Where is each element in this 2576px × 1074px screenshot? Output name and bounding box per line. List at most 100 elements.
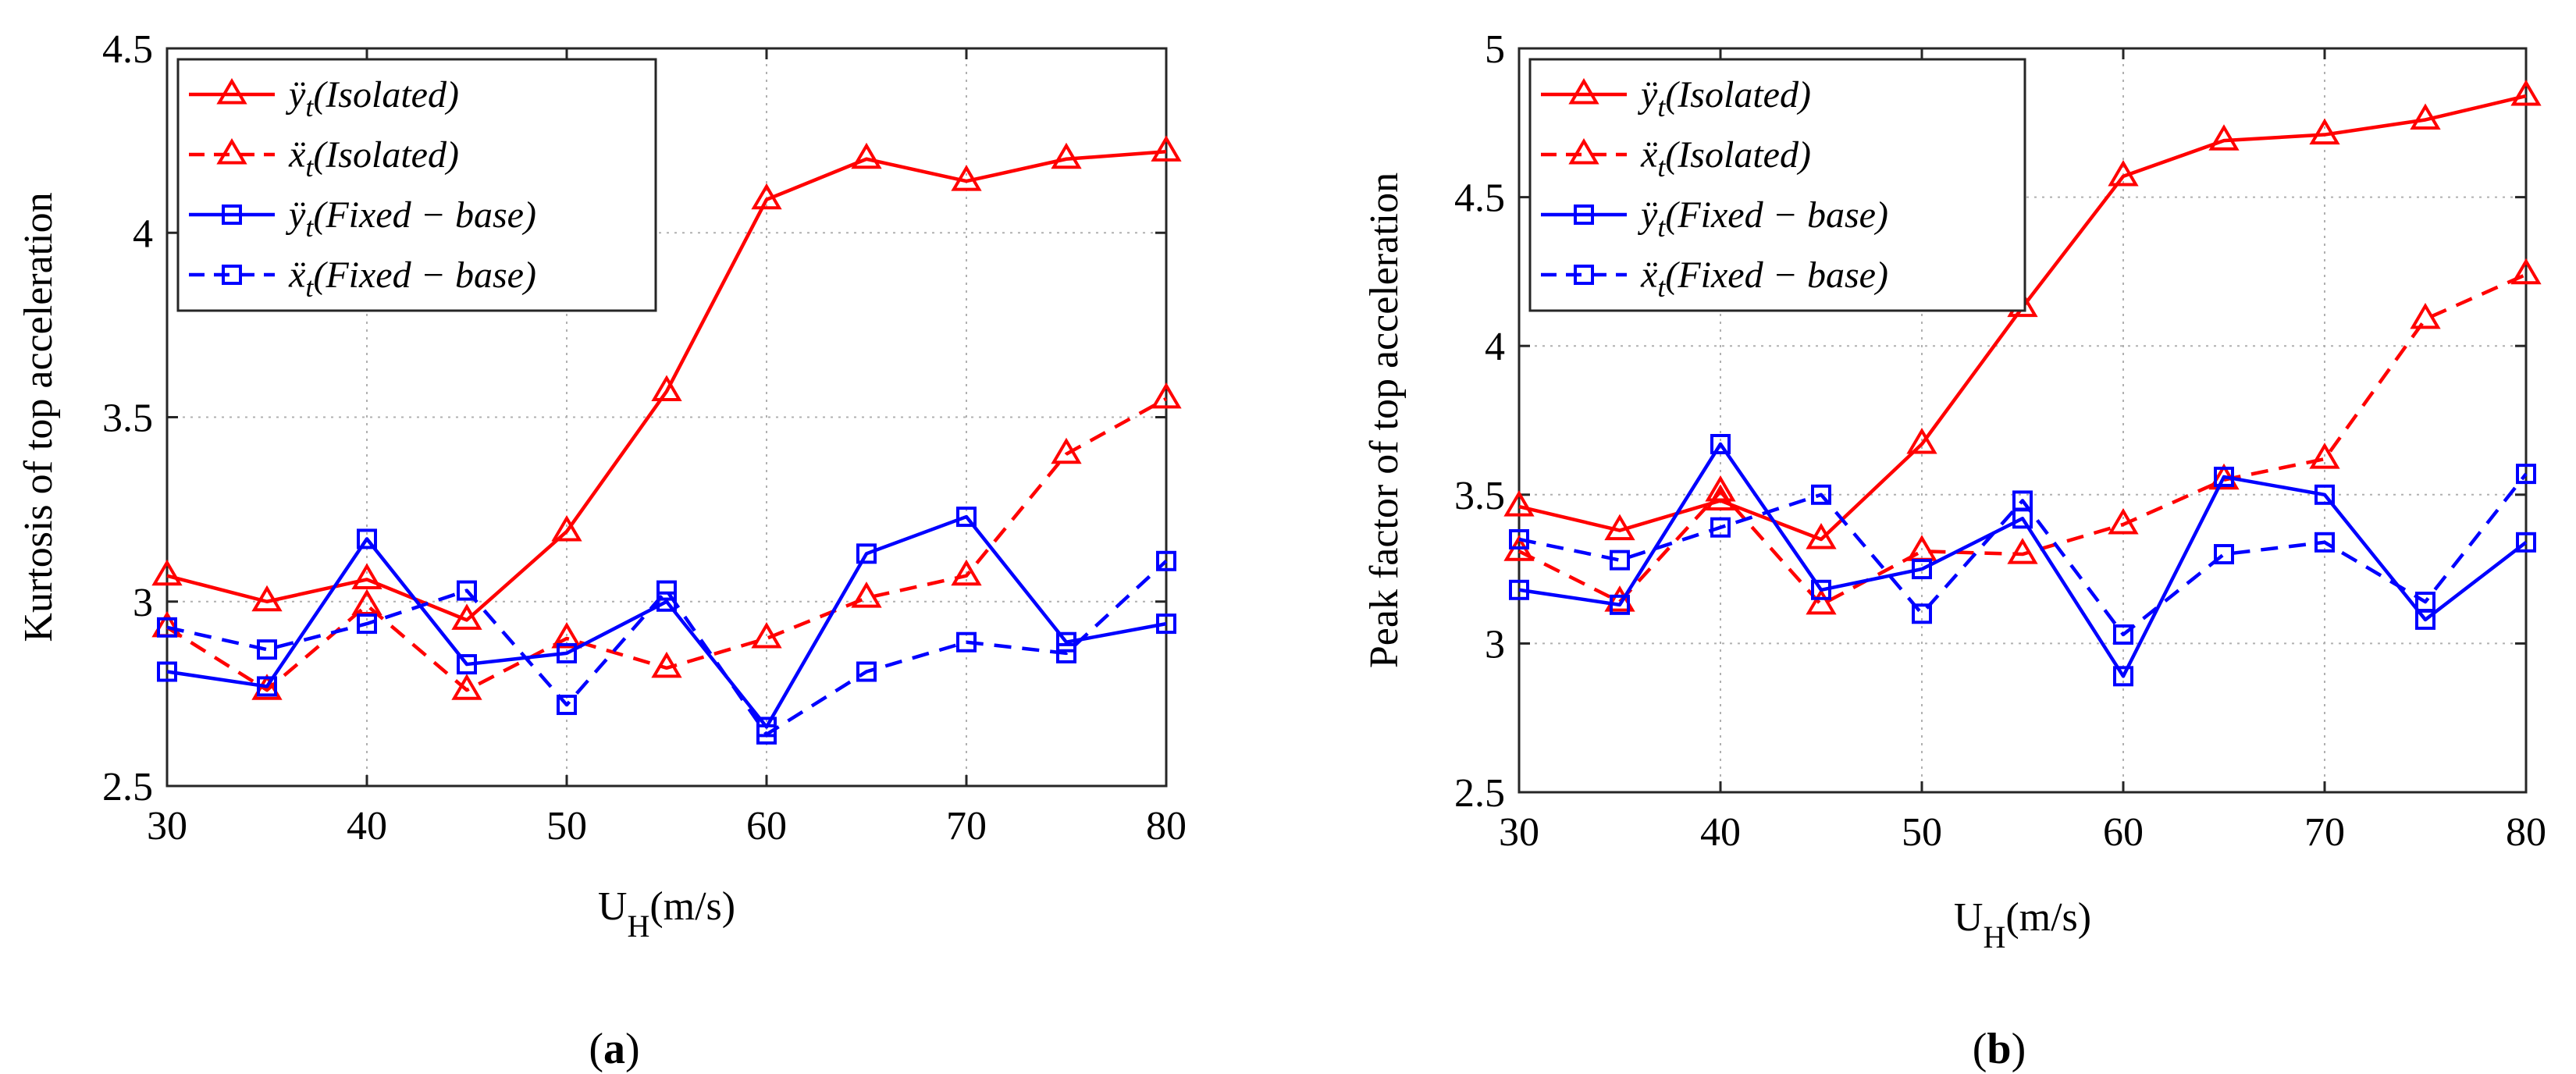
data-point-s3 xyxy=(956,631,977,653)
data-point-s1 xyxy=(651,651,682,678)
legend-label-2: ÿt(Fixed − base) xyxy=(285,194,536,243)
y-tick-label: 2.5 xyxy=(102,765,153,809)
data-point-s0 xyxy=(1806,523,1837,549)
x-tick-label: 50 xyxy=(1902,810,1942,855)
legend: ÿt(Isolated) ẍt(Isolated) ÿt(Fixed − base)… xyxy=(1528,58,2026,312)
data-point-s1 xyxy=(1151,382,1182,409)
data-point-s3 xyxy=(856,661,877,682)
data-point-s3 xyxy=(1912,603,1932,624)
data-point-s3 xyxy=(2314,532,2335,553)
data-point-s1 xyxy=(1051,437,1082,464)
data-point-s0 xyxy=(2309,118,2340,145)
x-axis-label: UH(m/s) xyxy=(1954,895,2091,955)
data-point-s2 xyxy=(457,654,477,675)
y-tick-label: 3.5 xyxy=(1454,474,1505,518)
data-point-s1 xyxy=(1705,475,1736,502)
data-point-s2 xyxy=(157,661,177,682)
data-point-s0 xyxy=(651,375,682,401)
y-tick-label: 2.5 xyxy=(1454,771,1505,816)
data-point-s0 xyxy=(1151,135,1182,162)
x-tick-label: 80 xyxy=(1146,804,1187,848)
data-point-s0 xyxy=(851,142,882,169)
data-point-s3 xyxy=(656,580,677,601)
data-point-s0 xyxy=(2208,124,2240,151)
x-tick-label: 60 xyxy=(2103,810,2144,855)
x-tick-label: 70 xyxy=(946,804,987,848)
data-point-s0 xyxy=(551,515,582,542)
series-line-2 xyxy=(166,514,1167,729)
data-point-s3 xyxy=(457,580,477,601)
y-axis-label: Peak factor of top acceleration xyxy=(1362,172,1407,668)
legend-marker-3 xyxy=(222,265,242,285)
data-point-s3 xyxy=(1710,517,1731,538)
data-point-s1 xyxy=(551,622,582,649)
axes-box xyxy=(1517,47,2528,794)
data-point-s1 xyxy=(2309,443,2340,469)
data-point-s0 xyxy=(251,585,283,612)
legend-label-0: ÿt(Isolated) xyxy=(285,74,459,123)
x-axis-label: UH(m/s) xyxy=(598,884,735,944)
data-point-s3 xyxy=(2012,490,2033,511)
data-point-s3 xyxy=(2214,544,2234,565)
x-tick-label: 60 xyxy=(746,804,787,848)
data-point-s0 xyxy=(1604,514,1635,541)
data-point-s2 xyxy=(2113,666,2133,687)
data-point-s3 xyxy=(1811,484,1831,505)
data-point-s0 xyxy=(951,165,982,191)
data-point-s0 xyxy=(351,563,382,589)
data-point-s3 xyxy=(257,639,277,660)
data-point-s2 xyxy=(956,507,977,528)
data-point-s0 xyxy=(1705,484,1736,510)
data-point-s2 xyxy=(1610,594,1630,615)
data-point-s3 xyxy=(756,724,777,745)
y-tick-label: 3 xyxy=(1485,622,1505,667)
panel-a: 30 40 50 60 70 80 2.5 3 3.5 4 4.5 Kurtosis of top a… xyxy=(16,27,1187,944)
legend: ÿt(Isolated) ẍt(Isolated) ÿt(Fixed − base)… xyxy=(176,58,657,312)
data-point-s2 xyxy=(1156,613,1176,635)
data-point-s0 xyxy=(1503,490,1535,517)
y-axis-label: Kurtosis of top acceleration xyxy=(16,192,61,642)
legend-label-3: ẍt(Fixed − base) xyxy=(288,254,536,303)
y-tick-label: 3 xyxy=(133,581,153,625)
legend-label-1: ẍt(Isolated) xyxy=(288,134,459,183)
data-point-s0 xyxy=(451,603,482,630)
data-point-s1 xyxy=(1604,585,1635,612)
data-point-s1 xyxy=(751,622,782,649)
data-point-s1 xyxy=(1806,588,1837,615)
data-point-s1 xyxy=(851,581,882,608)
data-point-s1 xyxy=(351,589,382,616)
data-point-s1 xyxy=(451,674,482,700)
legend-marker-3 xyxy=(1574,265,1594,285)
x-tick-label: 40 xyxy=(1700,810,1741,855)
data-point-s3 xyxy=(2113,624,2133,645)
data-point-s0 xyxy=(751,183,782,210)
data-point-s2 xyxy=(2214,466,2234,487)
data-point-s1 xyxy=(2510,258,2542,285)
y-tick-label: 4 xyxy=(1485,325,1505,369)
data-point-s3 xyxy=(1509,528,1529,549)
legend-marker-2 xyxy=(222,204,242,225)
legend-marker-1 xyxy=(1568,138,1599,165)
y-tick-label: 3.5 xyxy=(102,397,153,441)
series-line-3 xyxy=(1518,472,2528,637)
x-tick-label: 30 xyxy=(1499,810,1539,855)
data-point-s3 xyxy=(1610,549,1630,571)
legend-marker-2 xyxy=(1574,204,1594,225)
legend-marker-0 xyxy=(1568,78,1599,105)
data-point-s2 xyxy=(557,642,577,663)
series-line-1 xyxy=(1517,272,2527,607)
x-tick-label: 70 xyxy=(2304,810,2345,855)
caption-b: (b) xyxy=(1973,1025,2026,1073)
data-point-s3 xyxy=(2516,464,2536,485)
data-point-s2 xyxy=(1509,579,1529,600)
x-tick-label: 30 xyxy=(147,804,187,848)
y-tick-label: 5 xyxy=(1485,27,1505,72)
data-point-s1 xyxy=(2108,507,2139,535)
legend-marker-1 xyxy=(216,138,247,165)
series-line-2 xyxy=(1518,442,2528,678)
data-point-s3 xyxy=(157,617,177,638)
x-tick-label: 80 xyxy=(2506,810,2546,855)
data-point-s2 xyxy=(1811,579,1831,600)
legend-label-3: ẍt(Fixed − base) xyxy=(1640,254,1888,303)
